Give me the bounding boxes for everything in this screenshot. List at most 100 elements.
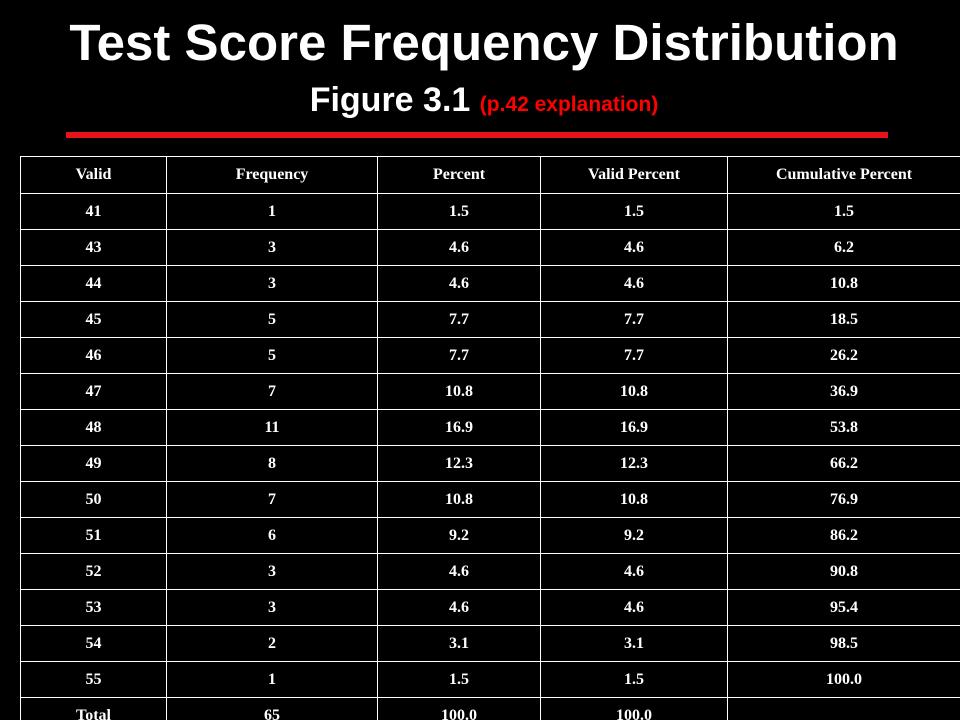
cell-total-cumulative-percent — [727, 697, 960, 720]
cell-total-percent: 100.0 — [377, 697, 541, 720]
cell-percent: 4.6 — [377, 265, 541, 302]
cell-frequency: 1 — [166, 661, 378, 698]
cell-valid-percent: 1.5 — [540, 661, 728, 698]
table-row-highlighted: 46 5 7.7 7.7 26.2 — [20, 337, 960, 374]
cell-valid: 50 — [20, 481, 167, 518]
header-valid-percent: Valid Percent — [540, 156, 728, 194]
cell-valid-percent: 1.5 — [540, 193, 728, 230]
title-divider — [66, 132, 888, 138]
cell-valid: 45 — [20, 301, 167, 338]
cell-frequency: 6 — [166, 517, 378, 554]
cell-frequency: 11 — [166, 409, 378, 446]
header-frequency: Frequency — [166, 156, 378, 194]
table-row: 54 2 3.1 3.1 98.5 — [20, 625, 960, 662]
table-row: 50 7 10.8 10.8 76.9 — [20, 481, 960, 518]
cell-frequency: 5 — [166, 337, 378, 374]
cell-valid-percent: 9.2 — [540, 517, 728, 554]
cell-cumulative-percent: 53.8 — [727, 409, 960, 446]
cell-valid-percent: 4.6 — [540, 229, 728, 266]
cell-cumulative-percent: 76.9 — [727, 481, 960, 518]
table-header-row: Valid Frequency Percent Valid Percent Cu… — [20, 156, 960, 194]
cell-cumulative-percent: 86.2 — [727, 517, 960, 554]
cell-percent: 4.6 — [377, 553, 541, 590]
cell-valid: 49 — [20, 445, 167, 482]
cell-valid: 53 — [20, 589, 167, 626]
cell-cumulative-percent: 90.8 — [727, 553, 960, 590]
header-valid: Valid — [20, 156, 167, 194]
cell-valid-percent: 4.6 — [540, 265, 728, 302]
cell-frequency: 3 — [166, 265, 378, 302]
cell-valid: 41 — [20, 193, 167, 230]
cell-cumulative-percent: 95.4 — [727, 589, 960, 626]
cell-frequency: 7 — [166, 481, 378, 518]
slide-subtitle: Figure 3.1 (p.42 explanation) — [0, 80, 960, 125]
table-row: 41 1 1.5 1.5 1.5 — [20, 193, 960, 230]
cell-percent: 16.9 — [377, 409, 541, 446]
table-row: 44 3 4.6 4.6 10.8 — [20, 265, 960, 302]
cell-percent: 10.8 — [377, 373, 541, 410]
cell-percent: 4.6 — [377, 589, 541, 626]
cell-frequency: 5 — [166, 301, 378, 338]
table-row: 47 7 10.8 10.8 36.9 — [20, 373, 960, 410]
cell-valid-percent: 4.6 — [540, 589, 728, 626]
cell-valid: 51 — [20, 517, 167, 554]
cell-cumulative-percent: 36.9 — [727, 373, 960, 410]
page-reference-note: (p.42 explanation) — [479, 93, 659, 116]
table-row: 43 3 4.6 4.6 6.2 — [20, 229, 960, 266]
cell-valid-percent: 7.7 — [540, 337, 728, 374]
cell-cumulative-percent: 98.5 — [727, 625, 960, 662]
slide-title: Test Score Frequency Distribution — [69, 14, 899, 71]
cell-frequency: 7 — [166, 373, 378, 410]
cell-valid-percent: 4.6 — [540, 553, 728, 590]
figure-label: Figure 3.1 — [309, 81, 471, 119]
header-cumulative-percent: Cumulative Percent — [727, 156, 960, 194]
cell-valid-percent: 12.3 — [540, 445, 728, 482]
cell-percent: 7.7 — [377, 337, 541, 374]
cell-valid: 54 — [20, 625, 167, 662]
cell-valid: 44 — [20, 265, 167, 302]
cell-percent: 9.2 — [377, 517, 541, 554]
table-row: 48 11 16.9 16.9 53.8 — [20, 409, 960, 446]
cell-frequency: 1 — [166, 193, 378, 230]
cell-valid: 52 — [20, 553, 167, 590]
table-row: 45 5 7.7 7.7 18.5 — [20, 301, 960, 338]
cell-cumulative-percent: 1.5 — [727, 193, 960, 230]
table-row: 52 3 4.6 4.6 90.8 — [20, 553, 960, 590]
cell-total-label: Total — [20, 697, 167, 720]
cell-valid: 55 — [20, 661, 167, 698]
cell-cumulative-percent: 66.2 — [727, 445, 960, 482]
cell-valid-percent: 7.7 — [540, 301, 728, 338]
table-total-row: Total 65 100.0 100.0 — [20, 697, 960, 720]
cell-percent: 12.3 — [377, 445, 541, 482]
cell-frequency: 3 — [166, 553, 378, 590]
cell-valid-percent: 16.9 — [540, 409, 728, 446]
frequency-table: Valid Frequency Percent Valid Percent Cu… — [20, 156, 960, 720]
cell-percent: 1.5 — [377, 193, 541, 230]
cell-valid-percent: 10.8 — [540, 373, 728, 410]
cell-cumulative-percent-highlighted: 26.2 — [727, 337, 960, 374]
cell-frequency: 3 — [166, 229, 378, 266]
table-row: 55 1 1.5 1.5 100.0 — [20, 661, 960, 698]
table-row: 49 8 12.3 12.3 66.2 — [20, 445, 960, 482]
cell-valid-percent: 3.1 — [540, 625, 728, 662]
cell-frequency: 2 — [166, 625, 378, 662]
cell-percent: 1.5 — [377, 661, 541, 698]
cell-valid: 48 — [20, 409, 167, 446]
cell-percent: 4.6 — [377, 229, 541, 266]
cell-total-frequency: 65 — [166, 697, 378, 720]
cell-frequency: 8 — [166, 445, 378, 482]
cell-valid-highlighted: 46 — [20, 337, 167, 374]
cell-percent: 3.1 — [377, 625, 541, 662]
cell-percent: 7.7 — [377, 301, 541, 338]
cell-cumulative-percent: 18.5 — [727, 301, 960, 338]
cell-total-valid-percent: 100.0 — [540, 697, 728, 720]
cell-valid: 47 — [20, 373, 167, 410]
cell-cumulative-percent: 6.2 — [727, 229, 960, 266]
cell-cumulative-percent: 100.0 — [727, 661, 960, 698]
cell-valid-percent: 10.8 — [540, 481, 728, 518]
table-row: 51 6 9.2 9.2 86.2 — [20, 517, 960, 554]
table-row: 53 3 4.6 4.6 95.4 — [20, 589, 960, 626]
header-percent: Percent — [377, 156, 541, 194]
cell-cumulative-percent: 10.8 — [727, 265, 960, 302]
cell-percent: 10.8 — [377, 481, 541, 518]
